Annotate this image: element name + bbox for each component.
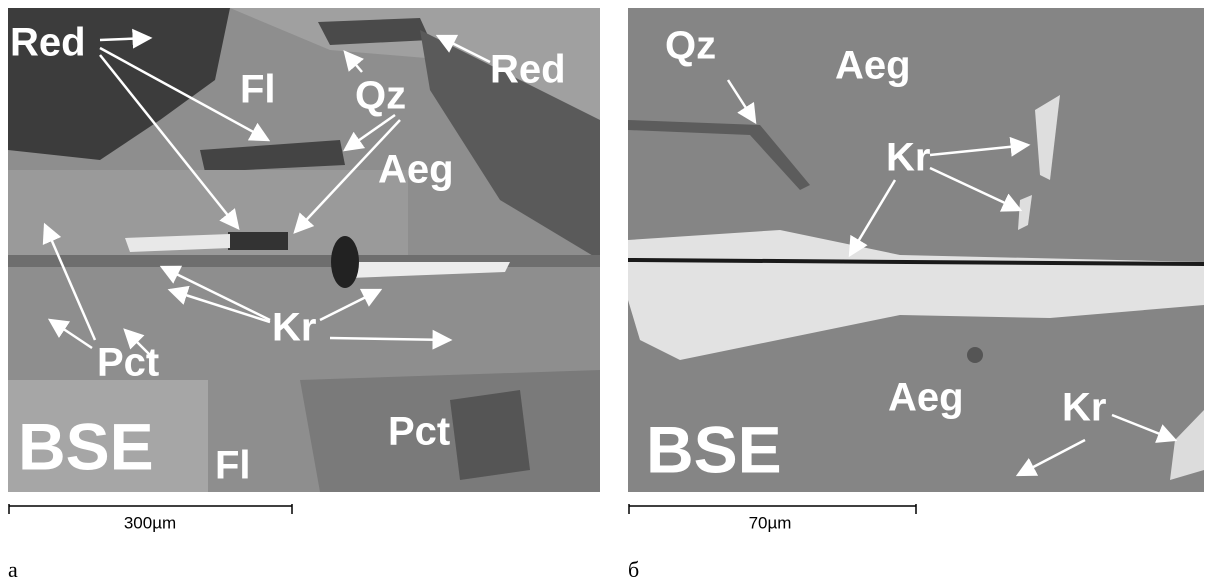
mineral-label: Red bbox=[490, 48, 566, 92]
mineral-label: Pct bbox=[388, 410, 450, 454]
mineral-label: Kr bbox=[1062, 386, 1106, 430]
mineral-label: Aeg bbox=[378, 148, 454, 192]
panel-caption: б bbox=[628, 557, 639, 582]
scale-label: 70µm bbox=[749, 513, 792, 532]
mode-label: BSE bbox=[646, 412, 782, 486]
mineral-label: Aeg bbox=[888, 376, 964, 420]
mineral-label: Pct bbox=[97, 341, 159, 385]
figure: Red Red Fl Qz Aeg Kr Pct Pct Fl BSE Qz A… bbox=[0, 0, 1212, 584]
mineral-label: Qz bbox=[665, 24, 716, 68]
mineral-label: Fl bbox=[215, 444, 251, 488]
mineral-label: Aeg bbox=[835, 44, 911, 88]
mineral-label: Fl bbox=[240, 68, 276, 112]
panel-caption: а bbox=[8, 557, 18, 582]
scale-label: 300µm bbox=[124, 513, 176, 532]
mineral-label: Kr bbox=[272, 306, 316, 350]
mineral-label: Red bbox=[10, 21, 86, 65]
mineral-label: Kr bbox=[886, 136, 930, 180]
mode-label: BSE bbox=[18, 409, 154, 483]
mineral-label: Qz bbox=[355, 74, 406, 118]
